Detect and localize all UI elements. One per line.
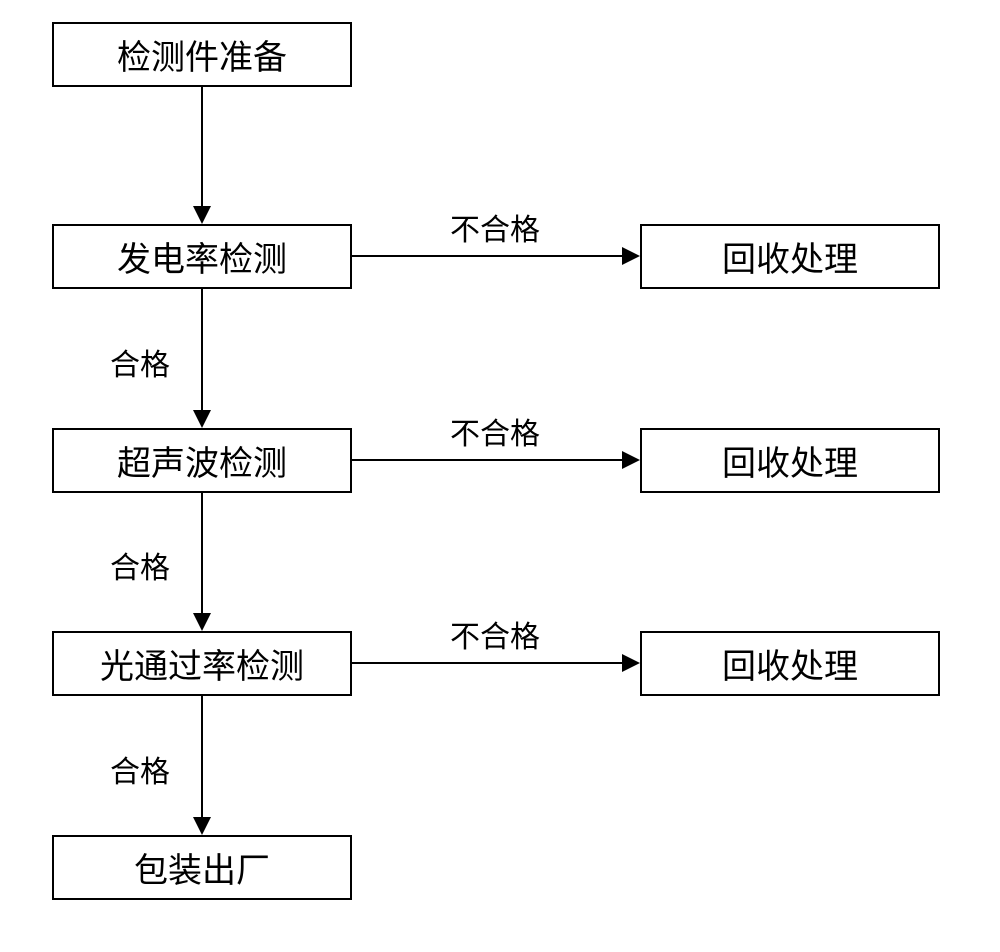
edge-prep-power: [201, 87, 203, 206]
edge-light-pack-label: 合格: [110, 747, 170, 791]
edge-ultra-light-label: 合格: [110, 543, 170, 587]
edge-power-recycle1-label: 不合格: [450, 205, 540, 249]
node-recycle1-label: 回收处理: [722, 232, 858, 281]
node-light-label: 光通过率检测: [100, 639, 304, 688]
node-recycle3: 回收处理: [640, 631, 940, 696]
edge-ultra-recycle2: [352, 459, 622, 461]
node-prep-label: 检测件准备: [117, 30, 287, 79]
edge-ultra-recycle2-label: 不合格: [450, 409, 540, 453]
node-power: 发电率检测: [52, 224, 352, 289]
edge-power-ultra: [201, 289, 203, 410]
edge-prep-power-head: [193, 206, 211, 224]
node-recycle2-label: 回收处理: [722, 436, 858, 485]
edge-power-recycle1: [352, 255, 622, 257]
edge-ultra-light-head: [193, 613, 211, 631]
node-recycle3-label: 回收处理: [722, 639, 858, 688]
node-pack: 包装出厂: [52, 835, 352, 900]
flowchart-canvas: 检测件准备 发电率检测 超声波检测 光通过率检测 包装出厂 回收处理 回收处理 …: [0, 0, 1000, 952]
node-prep: 检测件准备: [52, 22, 352, 87]
edge-power-ultra-head: [193, 410, 211, 428]
node-ultra-label: 超声波检测: [117, 436, 287, 485]
node-pack-label: 包装出厂: [134, 843, 270, 892]
node-light: 光通过率检测: [52, 631, 352, 696]
node-recycle2: 回收处理: [640, 428, 940, 493]
node-recycle1: 回收处理: [640, 224, 940, 289]
edge-light-recycle3-label: 不合格: [450, 612, 540, 656]
node-ultra: 超声波检测: [52, 428, 352, 493]
edge-light-pack-head: [193, 817, 211, 835]
edge-ultra-light: [201, 493, 203, 613]
edge-light-recycle3: [352, 662, 622, 664]
edge-light-recycle3-head: [622, 654, 640, 672]
node-power-label: 发电率检测: [117, 232, 287, 281]
edge-ultra-recycle2-head: [622, 451, 640, 469]
edge-light-pack: [201, 696, 203, 817]
edge-power-ultra-label: 合格: [110, 340, 170, 384]
edge-power-recycle1-head: [622, 247, 640, 265]
